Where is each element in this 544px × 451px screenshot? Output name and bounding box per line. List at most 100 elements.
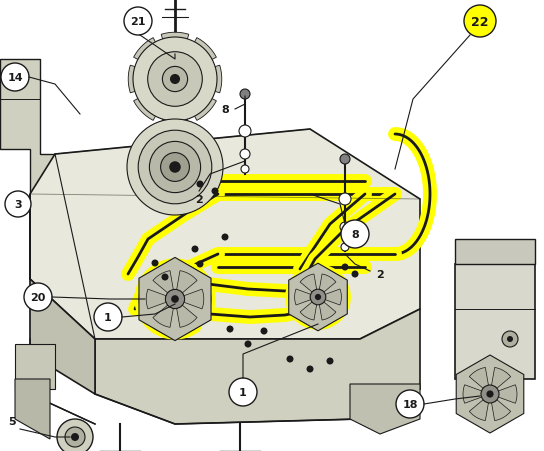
Text: 3: 3 — [14, 199, 22, 210]
Polygon shape — [492, 400, 511, 421]
Circle shape — [150, 142, 201, 193]
Circle shape — [340, 222, 350, 232]
Polygon shape — [0, 60, 55, 339]
Text: 14: 14 — [7, 73, 23, 83]
Text: 2: 2 — [195, 194, 203, 205]
Text: 2: 2 — [376, 269, 384, 279]
Circle shape — [65, 427, 85, 447]
Polygon shape — [146, 290, 166, 309]
Polygon shape — [455, 264, 535, 379]
Polygon shape — [463, 385, 481, 403]
Polygon shape — [177, 271, 197, 293]
Circle shape — [196, 181, 203, 188]
Circle shape — [5, 192, 31, 217]
Circle shape — [1, 64, 29, 92]
Circle shape — [244, 341, 251, 348]
Polygon shape — [153, 271, 174, 293]
Circle shape — [160, 153, 189, 182]
Polygon shape — [139, 258, 211, 341]
Circle shape — [239, 126, 251, 138]
Circle shape — [340, 155, 350, 165]
Polygon shape — [30, 194, 95, 394]
Polygon shape — [469, 368, 489, 388]
Circle shape — [165, 290, 184, 309]
Circle shape — [162, 274, 169, 281]
Circle shape — [221, 234, 228, 241]
Polygon shape — [455, 239, 535, 264]
Polygon shape — [95, 309, 420, 424]
Circle shape — [507, 336, 513, 342]
Circle shape — [464, 6, 496, 38]
Circle shape — [171, 295, 179, 303]
Polygon shape — [128, 66, 163, 94]
Circle shape — [94, 304, 122, 331]
Circle shape — [342, 264, 349, 271]
Circle shape — [326, 358, 333, 365]
Text: 1: 1 — [104, 312, 112, 322]
Circle shape — [191, 246, 199, 253]
Circle shape — [71, 433, 79, 441]
Circle shape — [212, 188, 219, 195]
Polygon shape — [319, 302, 336, 320]
Circle shape — [240, 90, 250, 100]
Circle shape — [339, 193, 351, 206]
Circle shape — [341, 244, 349, 252]
Circle shape — [229, 378, 257, 406]
Circle shape — [341, 221, 369, 249]
Text: 8: 8 — [221, 105, 229, 115]
Circle shape — [310, 290, 326, 305]
Circle shape — [315, 294, 321, 300]
Circle shape — [351, 271, 358, 278]
Circle shape — [57, 419, 93, 451]
Text: 1: 1 — [239, 387, 247, 397]
Circle shape — [486, 391, 493, 398]
Circle shape — [306, 366, 313, 373]
Polygon shape — [15, 344, 55, 389]
Polygon shape — [300, 302, 317, 320]
Circle shape — [133, 38, 217, 122]
Circle shape — [481, 385, 499, 403]
Polygon shape — [498, 385, 517, 403]
Circle shape — [127, 120, 223, 216]
Polygon shape — [319, 274, 336, 292]
Circle shape — [24, 283, 52, 311]
Polygon shape — [188, 66, 222, 94]
Polygon shape — [134, 86, 169, 121]
Text: 18: 18 — [402, 399, 418, 409]
Text: 20: 20 — [30, 292, 46, 302]
Circle shape — [196, 261, 203, 268]
Circle shape — [151, 260, 158, 267]
Circle shape — [241, 166, 249, 174]
Polygon shape — [177, 305, 197, 327]
Circle shape — [169, 162, 181, 173]
Polygon shape — [350, 384, 420, 434]
Circle shape — [163, 67, 188, 92]
Polygon shape — [300, 274, 317, 292]
Text: 22: 22 — [471, 15, 489, 28]
Polygon shape — [161, 92, 189, 126]
Polygon shape — [153, 305, 174, 327]
Circle shape — [124, 8, 152, 36]
Polygon shape — [15, 379, 50, 439]
Polygon shape — [456, 355, 524, 433]
Circle shape — [240, 150, 250, 160]
Polygon shape — [184, 290, 204, 309]
Circle shape — [287, 356, 294, 363]
Polygon shape — [289, 264, 347, 331]
Text: 8: 8 — [351, 230, 359, 239]
Polygon shape — [469, 400, 489, 421]
Circle shape — [170, 75, 180, 85]
Polygon shape — [134, 38, 169, 74]
Polygon shape — [295, 290, 311, 305]
Text: 21: 21 — [130, 17, 146, 27]
Polygon shape — [181, 86, 217, 121]
Circle shape — [148, 53, 202, 107]
Polygon shape — [161, 33, 189, 68]
Polygon shape — [325, 290, 342, 305]
Text: 5: 5 — [8, 416, 16, 426]
Circle shape — [138, 131, 212, 204]
Circle shape — [502, 331, 518, 347]
Circle shape — [226, 326, 233, 333]
Polygon shape — [492, 368, 511, 388]
Polygon shape — [181, 38, 217, 74]
